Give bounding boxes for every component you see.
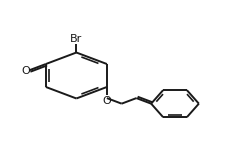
Text: O: O [21,66,30,76]
Text: O: O [102,96,111,106]
Text: Br: Br [70,34,82,44]
